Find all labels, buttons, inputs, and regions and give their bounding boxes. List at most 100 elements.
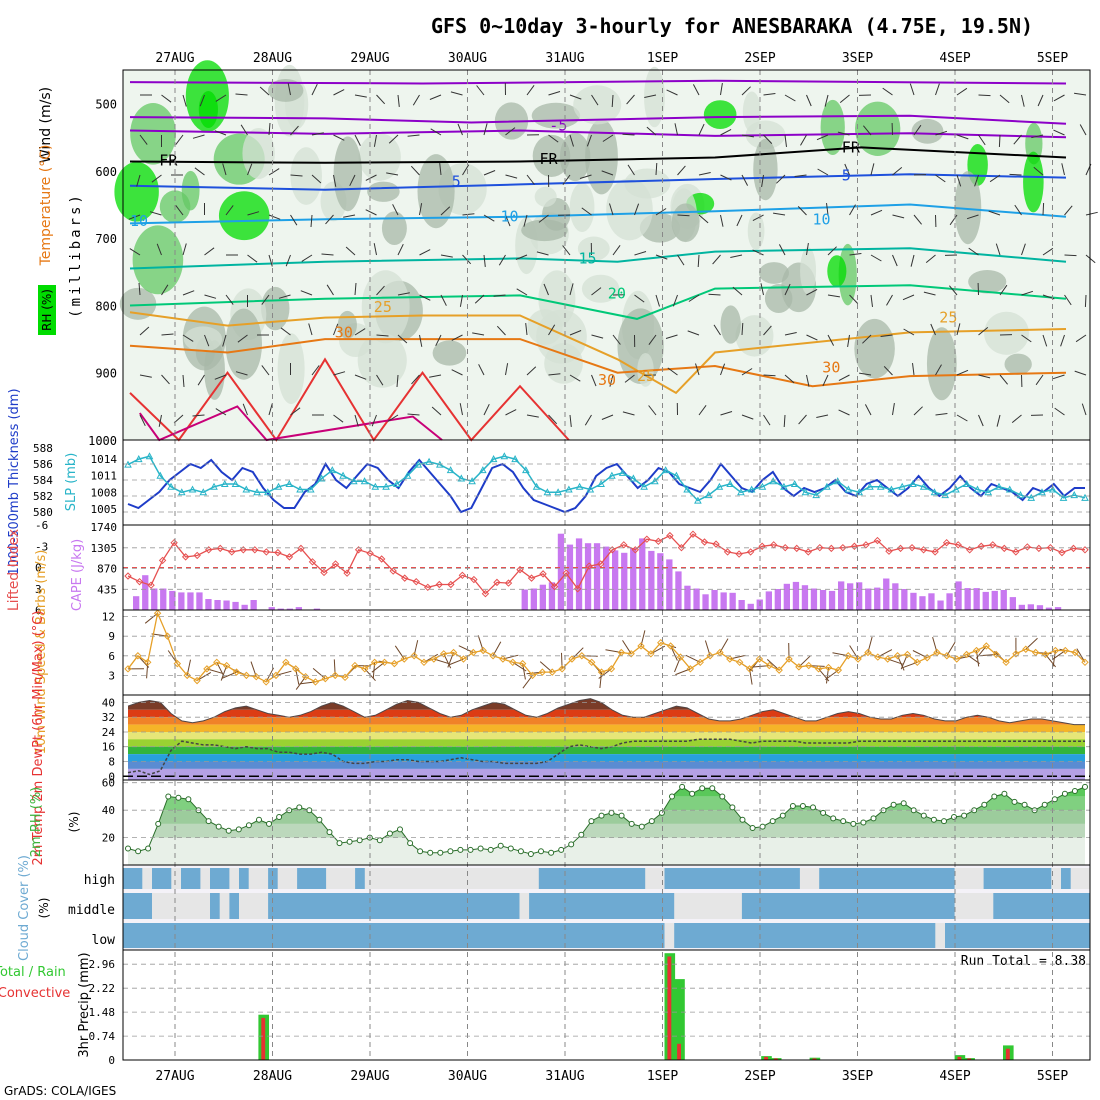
cloud-cell (596, 868, 607, 889)
cloud-cell (732, 923, 743, 948)
rh-marker (266, 820, 272, 827)
wind-barb (526, 414, 539, 418)
thick-y-tick: 584 (33, 474, 53, 487)
rh-marker (245, 822, 252, 829)
wind-barb (720, 128, 732, 136)
wind-barb (847, 334, 850, 347)
wind-barb (376, 285, 385, 296)
wind-barb (1009, 173, 1022, 176)
cloud-cell (606, 923, 617, 948)
cloud-cell (751, 923, 762, 948)
cloud-cell (954, 923, 965, 948)
cloud-level-label: middle (68, 903, 115, 918)
slp-marker (263, 488, 272, 496)
x-label-top: 28AUG (253, 51, 292, 66)
wind-barb (1033, 166, 1044, 176)
slp-marker (995, 482, 1003, 490)
wind-barb (136, 174, 141, 187)
wind-speed-marker (548, 668, 556, 676)
cape-bar (783, 583, 790, 610)
wind-barb (439, 163, 442, 176)
cloud-cell (945, 868, 956, 889)
cloud-cell (161, 923, 172, 948)
temp-y-tick: 40 (102, 696, 115, 709)
wind-barb (695, 363, 700, 376)
cloud-cell (780, 868, 791, 889)
wind-barb (1014, 204, 1022, 216)
wind-barb-10m (798, 655, 811, 668)
wind-barb (634, 294, 645, 303)
rh-marker (658, 809, 665, 816)
wind-barb (1035, 374, 1044, 386)
wind-speed-marker (528, 671, 537, 680)
wind-barb (192, 414, 205, 417)
wind-barb (713, 324, 721, 336)
cloud-cell (790, 868, 801, 889)
cape-bar (593, 543, 601, 610)
cloud-cell (809, 893, 820, 919)
cloud-cell (635, 868, 646, 889)
li-marker (804, 548, 812, 556)
rh-marker (719, 793, 726, 800)
wind-barb (601, 170, 614, 176)
cloud-cell (451, 923, 462, 948)
wind-barb (1075, 334, 1087, 343)
slp-marker (823, 482, 831, 490)
humidity-blob (720, 305, 741, 344)
cloud-cell (335, 923, 346, 948)
wind-barb (139, 374, 152, 378)
cloud-cell (1061, 923, 1072, 948)
cloud-cell (877, 923, 888, 948)
wind-barb (827, 294, 840, 298)
isotherm-label: 10 (130, 212, 148, 230)
wind-barb (741, 174, 749, 186)
cape-bar (1009, 597, 1016, 610)
cloud-cell (471, 893, 482, 919)
li-marker (827, 544, 836, 553)
rh-marker (386, 830, 393, 837)
cloud-cell (722, 868, 733, 889)
temp-band (128, 717, 1085, 725)
cape-bar (295, 607, 302, 610)
wind-barb (698, 405, 707, 416)
rh-marker (205, 818, 212, 825)
x-label-bottom: 27AUG (155, 1069, 194, 1084)
cloud-cell (780, 893, 791, 919)
cloud-cell (587, 868, 598, 889)
cape-label: CAPE (J/kg) (70, 539, 85, 611)
cloud-cell (287, 923, 298, 948)
slp-marker (866, 482, 874, 490)
slp-marker (780, 482, 788, 490)
slp-marker (468, 477, 476, 485)
cloud-cell (422, 923, 433, 948)
cloud-cell (799, 868, 811, 889)
cloud-cell (654, 923, 666, 948)
wind-barb-10m (371, 661, 385, 673)
rh-marker (900, 800, 907, 807)
wind-barb (349, 174, 356, 187)
precip-conv-bar (812, 1058, 817, 1060)
rh-marker (145, 845, 152, 852)
slp-marker (274, 482, 283, 490)
rh-marker (799, 803, 806, 809)
humidity-blob (242, 127, 275, 179)
li-marker (147, 581, 155, 589)
wind-y-tick: 3 (108, 669, 115, 682)
slp-marker (242, 485, 251, 493)
wind-barb (778, 244, 786, 256)
wind-barb (192, 134, 205, 139)
wind-barb (397, 292, 410, 296)
precip-conv-bar (677, 1043, 681, 1060)
wind-barb (996, 414, 1001, 427)
wind-barb (609, 203, 614, 216)
rh-marker (1082, 783, 1088, 790)
wind-barb (935, 413, 948, 416)
li-marker (124, 572, 132, 580)
wind-speed-marker (893, 652, 902, 660)
li-y-tick: -6 (35, 519, 48, 532)
cape-bar (313, 608, 321, 610)
li-marker (1000, 544, 1008, 553)
wind-barb (569, 330, 582, 336)
cloud-cell (219, 893, 230, 919)
cloud-cell (645, 868, 656, 889)
